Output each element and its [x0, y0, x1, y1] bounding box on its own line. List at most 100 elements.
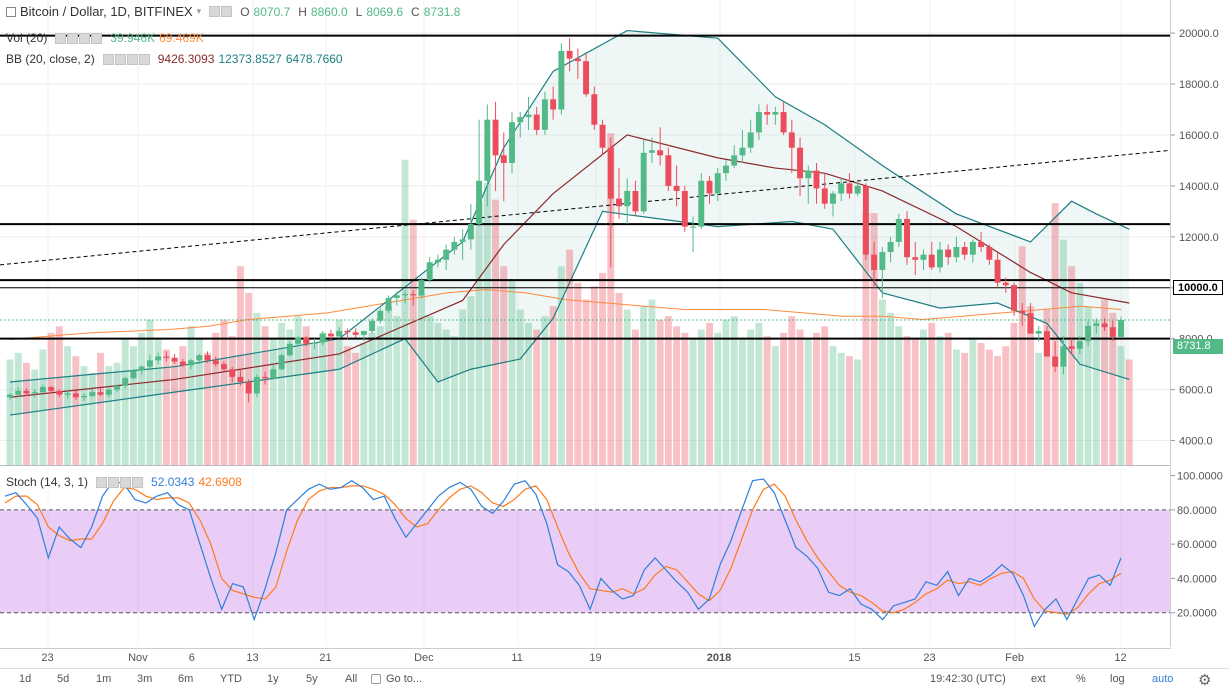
volume-bar: [664, 316, 672, 465]
volume-bar: [623, 309, 631, 465]
volume-legend-label[interactable]: Vol (20): [6, 31, 48, 45]
timeframe-1d[interactable]: 1d: [19, 673, 32, 685]
move-icon[interactable]: [126, 53, 138, 65]
move-icon[interactable]: [120, 476, 132, 488]
volume-bar: [714, 332, 722, 465]
candle-body: [879, 252, 886, 270]
candle-body: [64, 393, 71, 395]
timeframe-all[interactable]: All: [345, 673, 358, 685]
ohlc-low: 8069.6: [366, 4, 404, 19]
price-tick-label: 14000.0: [1179, 181, 1219, 193]
timeframe-3m[interactable]: 3m: [137, 673, 153, 685]
volume-bar: [1101, 299, 1108, 465]
timeframe-1m[interactable]: 1m: [96, 673, 112, 685]
bb-legend-buttons[interactable]: [102, 53, 150, 65]
candle-body: [714, 173, 721, 194]
volume-bar: [335, 319, 343, 465]
timeframe-1y[interactable]: 1y: [267, 673, 279, 685]
volume-bar: [23, 362, 30, 465]
candle-body: [155, 356, 162, 361]
volume-bar: [245, 292, 253, 465]
ohlc-high-key: H: [298, 4, 307, 19]
timeframe-5y[interactable]: 5y: [306, 673, 318, 685]
collapse-icon[interactable]: [6, 6, 16, 17]
log-toggle[interactable]: log: [1110, 673, 1125, 685]
ohlc-close: 8731.8: [423, 4, 461, 19]
chevron-down-icon[interactable]: ▾: [196, 6, 202, 16]
settings-icon[interactable]: [67, 32, 79, 44]
stoch-tick-label: 40.0000: [1177, 573, 1217, 585]
eye-icon[interactable]: [221, 6, 233, 17]
trendline: [0, 149, 1170, 266]
candle-body: [805, 170, 812, 179]
auto-toggle[interactable]: auto: [1152, 673, 1174, 685]
candle-body: [632, 190, 639, 212]
timeframe-ytd[interactable]: YTD: [220, 673, 242, 685]
symbol-title[interactable]: Bitcoin / Dollar, 1D, BITFINEX: [20, 4, 193, 19]
candle-body: [731, 155, 738, 166]
stoch-pane[interactable]: Stoch (14, 3, 1) 52.0343 42.6908: [0, 467, 1171, 647]
ohlc-low-key: L: [355, 4, 363, 19]
candle-body: [574, 58, 581, 62]
time-tick-label: 6: [188, 652, 195, 664]
candle-body: [130, 370, 137, 379]
stoch-legend-label[interactable]: Stoch (14, 3, 1): [6, 475, 89, 489]
bb-legend-label[interactable]: BB (20, close, 2): [6, 52, 95, 66]
eye-icon[interactable]: [55, 32, 67, 44]
volume-bar: [393, 316, 401, 465]
symbol-legend: Bitcoin / Dollar, 1D, BITFINEX ▾ O 8070.7…: [6, 4, 464, 19]
volume-bar: [467, 296, 475, 465]
timeframe-6m[interactable]: 6m: [178, 673, 194, 685]
time-tick-label: 13: [246, 652, 259, 664]
candle-body: [377, 310, 384, 321]
stoch-chart-svg[interactable]: [0, 467, 1171, 647]
stoch-axis[interactable]: 100.0000 80.0000 60.0000 40.0000 20.0000: [1171, 467, 1229, 647]
candle-body: [1019, 310, 1026, 314]
candle-body: [681, 190, 688, 227]
settings-icon[interactable]: [108, 476, 120, 488]
timeframe-5d[interactable]: 5d: [57, 673, 70, 685]
symbol-legend-buttons[interactable]: [209, 6, 233, 17]
time-tick-label: 19: [589, 652, 602, 664]
close-icon[interactable]: [91, 32, 103, 44]
ext-toggle[interactable]: ext: [1031, 673, 1046, 685]
goto-button[interactable]: Go to...: [386, 673, 423, 685]
price-axis[interactable]: 20000.0 18000.0 16000.0 14000.0 12000.0 10000…: [1171, 0, 1229, 466]
candle-body: [895, 218, 902, 242]
volume-legend-buttons[interactable]: [55, 32, 103, 44]
move-icon[interactable]: [79, 32, 91, 44]
settings-icon[interactable]: [209, 6, 221, 17]
candle-body: [352, 332, 359, 335]
percent-toggle[interactable]: %: [1076, 673, 1086, 685]
candle-body: [221, 364, 227, 370]
volume-bar: [944, 332, 952, 465]
bottom-toolbar: 1d 5d 1m 3m 6m YTD 1y 5y All Go to... 19…: [0, 668, 1229, 692]
bb-basis-line: [9, 134, 1130, 398]
volume-bar: [426, 316, 434, 465]
candle-body: [1093, 323, 1100, 326]
volume-bar: [228, 336, 236, 465]
eye-icon[interactable]: [102, 53, 114, 65]
volume-bar: [590, 286, 598, 465]
candle-body: [451, 241, 458, 250]
close-icon[interactable]: [138, 53, 150, 65]
time-axis[interactable]: 23 Nov 6 13 21 Dec 11 19 2018 15 23 Feb 12: [0, 648, 1171, 668]
candle-body: [122, 378, 129, 386]
volume-bar: [911, 339, 919, 465]
goto-icon[interactable]: [371, 674, 381, 684]
volume-value: 39.946K: [110, 31, 156, 45]
volume-bar: [582, 299, 590, 465]
volume-bar: [409, 219, 417, 465]
eye-icon[interactable]: [96, 476, 108, 488]
price-pane[interactable]: Bitcoin / Dollar, 1D, BITFINEX ▾ O 8070.7…: [0, 0, 1171, 466]
stoch-legend-buttons[interactable]: [96, 476, 144, 488]
candle-body: [887, 241, 894, 253]
close-icon[interactable]: [132, 476, 144, 488]
stoch-k-value: 52.0343: [151, 475, 195, 489]
time-tick-label: Dec: [414, 652, 434, 664]
settings-icon[interactable]: [114, 53, 126, 65]
volume-bar: [47, 332, 55, 465]
gear-icon[interactable]: ⚙: [1198, 672, 1212, 689]
price-chart-svg[interactable]: [0, 0, 1171, 466]
candle-body: [1011, 285, 1017, 311]
